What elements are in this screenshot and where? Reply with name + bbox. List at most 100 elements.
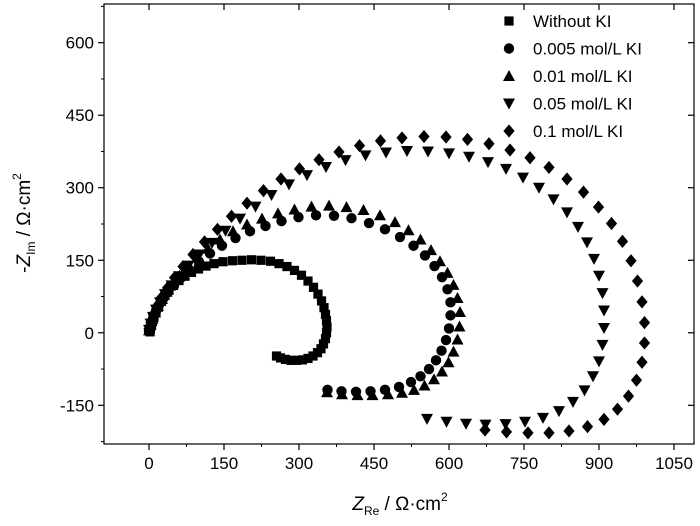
data-point xyxy=(453,320,466,332)
data-point xyxy=(418,129,430,144)
legend-marker xyxy=(503,98,515,110)
data-point xyxy=(443,148,455,160)
data-point xyxy=(289,265,300,276)
data-point xyxy=(227,256,238,266)
legend-item-1: 0.005 mol/L KI xyxy=(503,40,642,59)
y-tick-label: 600 xyxy=(66,34,94,53)
data-point xyxy=(396,131,408,145)
data-point xyxy=(328,210,340,221)
data-point xyxy=(218,257,228,267)
data-point xyxy=(322,322,332,332)
data-point xyxy=(288,203,301,215)
data-point xyxy=(283,179,295,191)
data-point xyxy=(479,423,491,437)
data-point xyxy=(257,184,270,198)
data-point xyxy=(211,222,224,236)
data-point xyxy=(293,212,304,223)
data-point xyxy=(151,299,163,313)
legend-item-0: Without KI xyxy=(504,12,611,31)
data-point xyxy=(537,412,549,424)
data-point xyxy=(379,224,391,235)
data-point xyxy=(442,356,455,368)
data-point xyxy=(320,333,331,344)
data-point xyxy=(209,259,219,269)
x-axis-unit: / Ω·cm xyxy=(379,494,441,515)
data-point xyxy=(522,426,534,440)
data-point xyxy=(578,385,591,397)
data-point xyxy=(401,145,413,157)
data-point xyxy=(443,323,455,334)
data-point xyxy=(374,209,386,221)
data-point xyxy=(321,386,333,398)
data-point xyxy=(553,406,565,418)
data-point xyxy=(155,290,168,305)
data-point xyxy=(593,270,605,282)
data-point xyxy=(177,259,189,274)
data-point xyxy=(275,172,287,186)
data-point xyxy=(191,251,203,263)
data-point xyxy=(499,419,512,431)
data-point xyxy=(483,137,495,151)
data-point xyxy=(274,259,284,269)
data-point xyxy=(363,217,375,229)
data-point xyxy=(577,185,590,199)
data-point xyxy=(214,233,226,245)
data-point xyxy=(596,288,609,300)
x-tick-label: 300 xyxy=(285,454,313,473)
y-axis-sup: 2 xyxy=(10,173,24,180)
x-tick-label: 450 xyxy=(360,454,388,473)
legend-label: Without KI xyxy=(533,12,611,31)
data-point xyxy=(436,345,447,356)
data-point xyxy=(246,255,257,265)
legend-marker xyxy=(503,124,515,138)
data-point xyxy=(265,256,276,266)
data-point xyxy=(428,373,440,385)
data-point xyxy=(436,365,448,377)
y-axis-var: Z xyxy=(14,254,35,268)
data-point xyxy=(202,242,214,254)
data-point xyxy=(434,255,446,267)
data-point xyxy=(339,155,352,167)
data-point xyxy=(581,419,594,434)
data-point xyxy=(418,379,431,391)
data-point xyxy=(293,162,306,176)
data-point xyxy=(587,371,599,383)
data-point xyxy=(463,151,475,163)
data-point xyxy=(357,203,370,215)
data-point xyxy=(396,386,408,398)
data-point xyxy=(636,355,648,369)
data-point xyxy=(382,388,394,400)
data-point xyxy=(421,413,433,425)
data-point xyxy=(351,389,364,401)
data-point xyxy=(572,221,584,233)
data-point xyxy=(630,373,643,387)
data-point xyxy=(402,224,415,236)
data-point xyxy=(451,291,464,303)
data-point xyxy=(321,328,332,338)
data-point xyxy=(441,266,454,278)
series-4 xyxy=(143,129,651,440)
data-point xyxy=(519,416,531,428)
data-point xyxy=(631,274,644,288)
data-point xyxy=(249,201,262,213)
data-point xyxy=(321,316,332,326)
data-point xyxy=(445,297,456,308)
y-axis-sub: Im xyxy=(24,242,38,255)
data-point xyxy=(145,315,157,329)
data-point xyxy=(359,150,372,162)
data-point xyxy=(425,244,437,256)
data-point xyxy=(227,225,239,237)
y-tick-label: 0 xyxy=(85,324,94,343)
data-point xyxy=(461,132,474,146)
data-point xyxy=(581,237,593,249)
data-point xyxy=(451,333,464,345)
legend-item-3: 0.05 mol/L KI xyxy=(503,95,633,114)
data-point xyxy=(598,412,610,426)
data-point xyxy=(256,212,268,224)
data-point xyxy=(598,322,610,334)
data-point xyxy=(308,282,319,292)
data-point xyxy=(241,196,253,210)
data-point xyxy=(201,261,211,271)
y-tick-label: 150 xyxy=(66,251,94,270)
data-point xyxy=(524,151,536,165)
